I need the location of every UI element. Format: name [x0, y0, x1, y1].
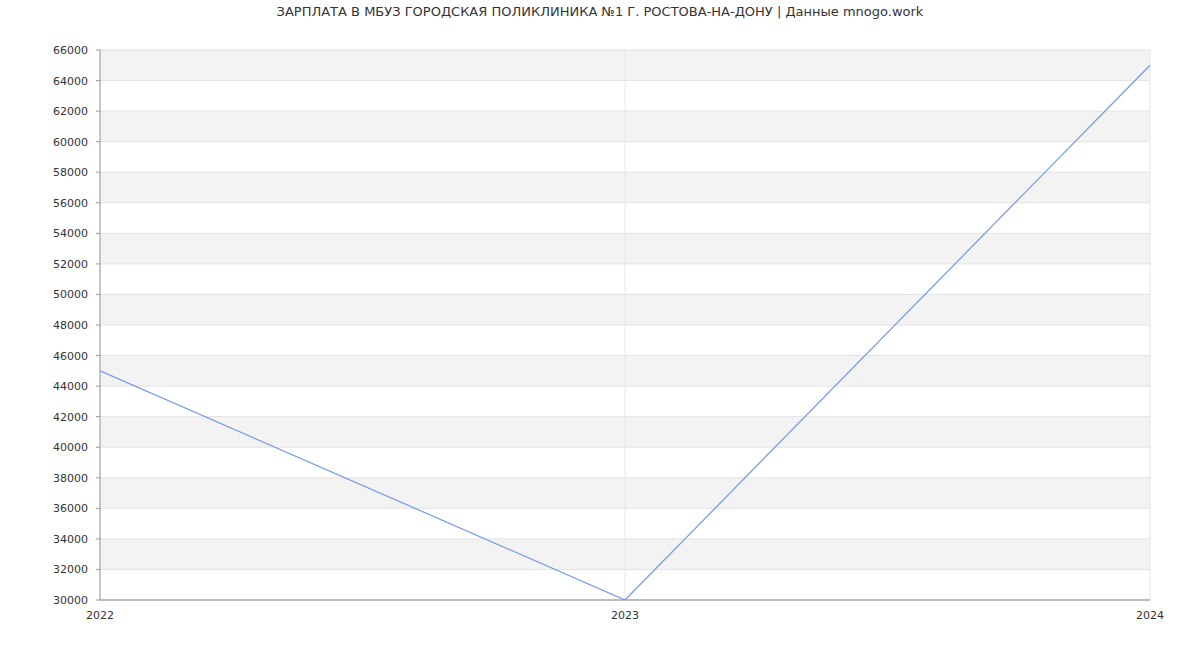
y-tick [96, 263, 100, 264]
chart-title: ЗАРПЛАТА В МБУЗ ГОРОДСКАЯ ПОЛИКЛИНИКА №1… [277, 4, 924, 19]
y-tick [96, 80, 100, 81]
y-tick [96, 416, 100, 417]
y-tick [96, 141, 100, 142]
y-tick [96, 111, 100, 112]
y-tick-label: 56000 [53, 197, 88, 210]
y-tick [96, 386, 100, 387]
y-tick [96, 447, 100, 448]
y-tick-label: 38000 [53, 472, 88, 485]
y-tick-label: 34000 [53, 533, 88, 546]
grid-line-x [1150, 50, 1151, 600]
y-tick-label: 52000 [53, 258, 88, 271]
y-tick-label: 50000 [53, 288, 88, 301]
chart: ЗАРПЛАТА В МБУЗ ГОРОДСКАЯ ПОЛИКЛИНИКА №1… [0, 0, 1200, 650]
y-tick-label: 48000 [53, 319, 88, 332]
y-tick [96, 569, 100, 570]
y-tick [96, 172, 100, 173]
x-tick-label: 2022 [86, 609, 114, 622]
y-tick-label: 44000 [53, 380, 88, 393]
y-tick [96, 50, 100, 51]
x-tick-label: 2023 [611, 609, 639, 622]
grid-line-x [625, 50, 626, 600]
y-tick-label: 46000 [53, 350, 88, 363]
y-tick [96, 508, 100, 509]
y-tick-label: 36000 [53, 502, 88, 515]
x-tick-label: 2024 [1136, 609, 1164, 622]
y-tick [96, 294, 100, 295]
y-tick-label: 58000 [53, 166, 88, 179]
series-line [100, 65, 1150, 600]
y-tick [96, 538, 100, 539]
y-tick-label: 54000 [53, 227, 88, 240]
y-tick [96, 477, 100, 478]
y-tick [96, 202, 100, 203]
y-tick-label: 42000 [53, 411, 88, 424]
y-tick [96, 325, 100, 326]
y-tick [96, 355, 100, 356]
y-tick-label: 40000 [53, 441, 88, 454]
y-tick [96, 233, 100, 234]
y-tick-label: 60000 [53, 136, 88, 149]
y-tick-label: 32000 [53, 563, 88, 576]
y-tick-label: 64000 [53, 75, 88, 88]
chart-container: ЗАРПЛАТА В МБУЗ ГОРОДСКАЯ ПОЛИКЛИНИКА №1… [0, 0, 1200, 650]
y-tick-label: 62000 [53, 105, 88, 118]
grid [100, 50, 1150, 600]
y-tick-label: 30000 [53, 594, 88, 607]
data-group [100, 65, 1150, 600]
y-tick-label: 66000 [53, 44, 88, 57]
y-tick [96, 600, 100, 601]
